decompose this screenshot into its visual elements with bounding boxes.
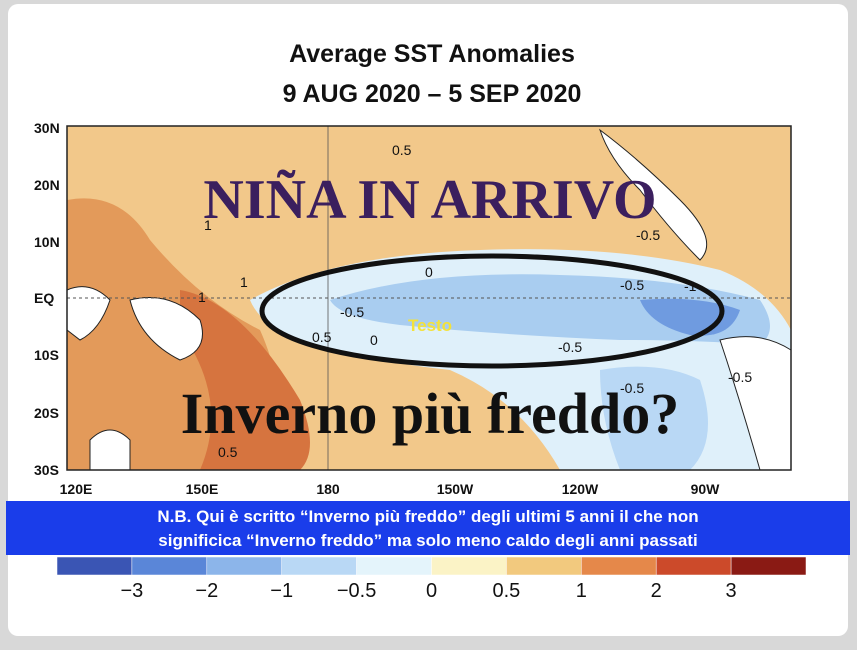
land [66, 128, 792, 471]
colorbar-swatch [506, 556, 582, 576]
contour-label: -0.5 [620, 380, 644, 396]
note-line: N.B. Qui è scritto “Inverno più freddo” … [157, 507, 698, 526]
lon-label: 90W [691, 481, 721, 497]
contour-label: 0 [425, 264, 433, 280]
colorbar-swatch [581, 556, 657, 576]
highlight-ellipse [259, 253, 725, 369]
question: Inverno più freddo? [181, 381, 679, 446]
colorbar-swatch [431, 556, 507, 576]
colorbar-label: 0 [426, 580, 437, 602]
headline: NIÑA IN ARRIVO [203, 169, 656, 231]
lat-label: 20S [34, 405, 59, 421]
lat-label: 10N [34, 234, 60, 250]
contour-label: -0.5 [558, 339, 582, 355]
colorbar-swatch [281, 556, 357, 576]
colorbar-label: 2 [651, 580, 662, 602]
colorbar-label: −2 [195, 580, 218, 602]
cool-region [600, 366, 708, 470]
note-line: significica “Inverno freddo” ma solo men… [158, 531, 697, 550]
contour-label: 1 [198, 289, 206, 305]
contour-label: -0.5 [620, 277, 644, 293]
subtitle: 9 AUG 2020 – 5 SEP 2020 [283, 80, 582, 108]
contour-label: 1 [204, 217, 212, 233]
colorbar-label: 1 [576, 580, 587, 602]
contour-labels: 0.5 1 1 1 0 -0.5 -0.5 -1 -0.5 0.5 0 -0.5… [198, 142, 752, 460]
lat-label: 20N [34, 177, 60, 193]
colorbar-swatch [730, 556, 807, 576]
lat-label: EQ [34, 290, 54, 306]
contour-label: -1 [684, 278, 697, 294]
lat-label: 30S [34, 462, 59, 478]
lon-label: 120W [562, 481, 599, 497]
contour-label: -0.5 [636, 227, 660, 243]
colorbar-swatch [655, 556, 732, 576]
placeholder-text: Testo [408, 316, 452, 335]
lon-labels: 120E 150E 180 150W 120W 90W [60, 481, 721, 497]
colorbar-label: −0.5 [337, 580, 376, 602]
lat-labels: 30N 20N 10N EQ 10S 20S 30S [34, 120, 60, 478]
contour-label: 0.5 [312, 329, 332, 345]
lon-label: 120E [60, 481, 93, 497]
warm-region [180, 290, 310, 470]
colorbar: −3 −2 −1 −0.5 0 0.5 1 2 3 [56, 556, 807, 602]
contour-label: 1 [240, 274, 248, 290]
lat-label: 30N [34, 120, 60, 136]
colorbar-swatch [131, 556, 208, 576]
title: Average SST Anomalies [289, 40, 575, 68]
colorbar-label: 3 [726, 580, 737, 602]
contour-label: -0.5 [728, 369, 752, 385]
lon-label: 180 [316, 481, 340, 497]
contour-label: 0.5 [392, 142, 412, 158]
colorbar-label: −1 [270, 580, 293, 602]
colorbar-label: 0.5 [492, 580, 520, 602]
lon-label: 150E [186, 481, 219, 497]
colorbar-swatch [56, 556, 133, 576]
colorbar-swatch [206, 556, 282, 576]
contour-label: -0.5 [340, 304, 364, 320]
contour-label: 0.5 [218, 444, 238, 460]
colorbar-label: −3 [120, 580, 143, 602]
map-frame [66, 125, 792, 471]
contour-label: 0 [370, 332, 378, 348]
note-banner [6, 501, 850, 555]
cool-region [330, 274, 770, 345]
lon-label: 150W [437, 481, 474, 497]
lat-label: 10S [34, 347, 59, 363]
colorbar-swatch [356, 556, 432, 576]
map [66, 125, 792, 471]
